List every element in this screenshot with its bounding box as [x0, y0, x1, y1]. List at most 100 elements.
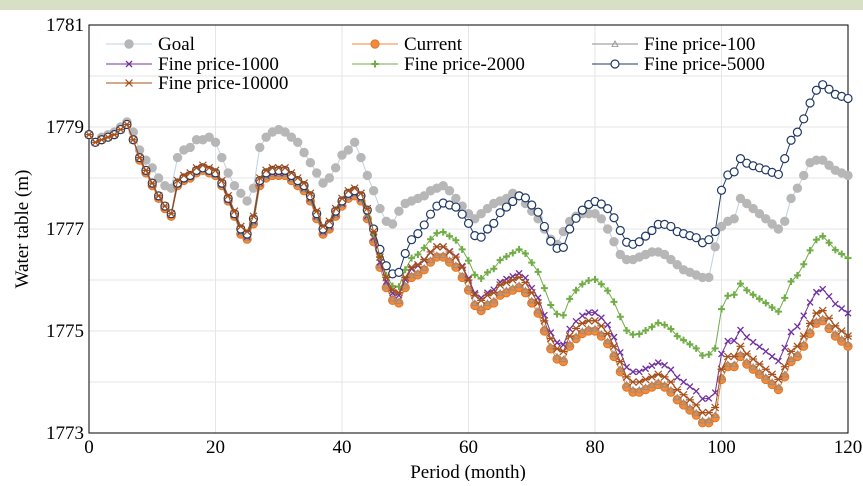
data-point — [755, 367, 764, 375]
data-point — [496, 256, 504, 264]
data-point — [553, 310, 561, 318]
data-point — [635, 385, 643, 393]
data-point — [566, 339, 574, 347]
data-point — [609, 342, 618, 351]
data-point — [419, 220, 429, 230]
data-point — [426, 248, 435, 256]
legend-item: Fine price-100 — [592, 34, 755, 55]
data-point — [463, 218, 474, 228]
data-point — [413, 228, 423, 239]
data-point — [749, 362, 757, 370]
data-point — [566, 325, 574, 333]
data-point — [793, 271, 801, 279]
data-point — [508, 196, 518, 207]
x-tick-label: 100 — [707, 437, 736, 458]
data-point — [502, 253, 510, 261]
data-point — [425, 209, 436, 219]
data-point — [737, 326, 744, 334]
data-point — [141, 166, 150, 175]
data-point — [711, 344, 719, 352]
data-point — [572, 317, 580, 325]
data-point — [597, 280, 605, 288]
data-point — [730, 291, 738, 299]
data-point — [509, 249, 517, 257]
series-fine-price-100 — [85, 120, 852, 424]
x-axis-label: Period (month) — [410, 462, 526, 481]
data-point — [610, 298, 618, 306]
data-point — [743, 333, 751, 341]
data-point — [730, 337, 738, 345]
data-point — [572, 324, 581, 333]
data-point — [635, 330, 643, 338]
data-point — [395, 297, 403, 304]
data-point — [661, 361, 669, 369]
data-point — [414, 251, 422, 258]
data-point — [730, 352, 739, 361]
data-point — [616, 357, 625, 366]
data-point — [591, 275, 599, 283]
data-point — [610, 333, 618, 341]
data-point — [376, 261, 384, 269]
data-point — [110, 130, 119, 139]
data-point — [457, 209, 467, 219]
data-point — [811, 85, 821, 95]
data-point — [343, 145, 354, 155]
x-tick-label: 40 — [333, 437, 352, 458]
y-tick-label: 1773 — [46, 423, 84, 444]
data-point — [406, 235, 417, 245]
data-point — [825, 292, 833, 300]
x-tick-label: 60 — [459, 437, 478, 458]
data-point — [502, 286, 511, 294]
data-point — [496, 288, 504, 296]
data-point — [223, 168, 233, 178]
data-point — [527, 200, 537, 210]
data-point — [792, 183, 803, 193]
data-point — [490, 296, 498, 304]
data-point — [438, 180, 448, 191]
series-fine-price-10000 — [85, 120, 852, 417]
data-point — [458, 271, 466, 279]
data-point — [780, 154, 790, 164]
data-point — [370, 39, 380, 49]
data-point — [666, 254, 676, 265]
data-point — [546, 236, 556, 246]
data-point — [844, 309, 852, 317]
tick-labels: 0 20 40 60 80 100 120 1773 1775 1777 1779 1781 — [46, 15, 862, 458]
data-point — [229, 180, 240, 191]
legend-item: Fine price-1000 — [106, 54, 279, 75]
data-point — [604, 321, 612, 329]
data-point — [186, 168, 195, 177]
data-point — [401, 266, 409, 274]
data-point — [805, 98, 815, 108]
data-point — [825, 322, 833, 329]
data-point — [781, 294, 789, 302]
data-point — [394, 288, 403, 297]
data-point — [749, 338, 757, 346]
data-point — [844, 339, 852, 347]
data-point — [489, 218, 499, 228]
data-point — [413, 270, 423, 280]
data-point — [363, 204, 372, 213]
data-point — [615, 225, 625, 236]
data-point — [419, 191, 429, 201]
data-point — [224, 191, 233, 200]
data-point — [603, 329, 612, 338]
data-point — [243, 227, 252, 236]
data-point — [597, 314, 605, 322]
top-band — [0, 0, 863, 10]
data-point — [787, 355, 795, 362]
data-point — [591, 324, 599, 332]
data-point — [673, 332, 681, 340]
data-point — [596, 214, 607, 224]
data-point — [718, 350, 725, 358]
data-point — [623, 326, 631, 334]
data-point — [718, 305, 725, 313]
data-point — [427, 235, 435, 243]
data-point — [603, 337, 612, 345]
data-point — [609, 213, 619, 223]
data-point — [604, 287, 612, 295]
data-point — [331, 204, 340, 213]
data-point — [768, 370, 777, 379]
data-point — [825, 239, 833, 247]
data-point — [116, 125, 125, 134]
